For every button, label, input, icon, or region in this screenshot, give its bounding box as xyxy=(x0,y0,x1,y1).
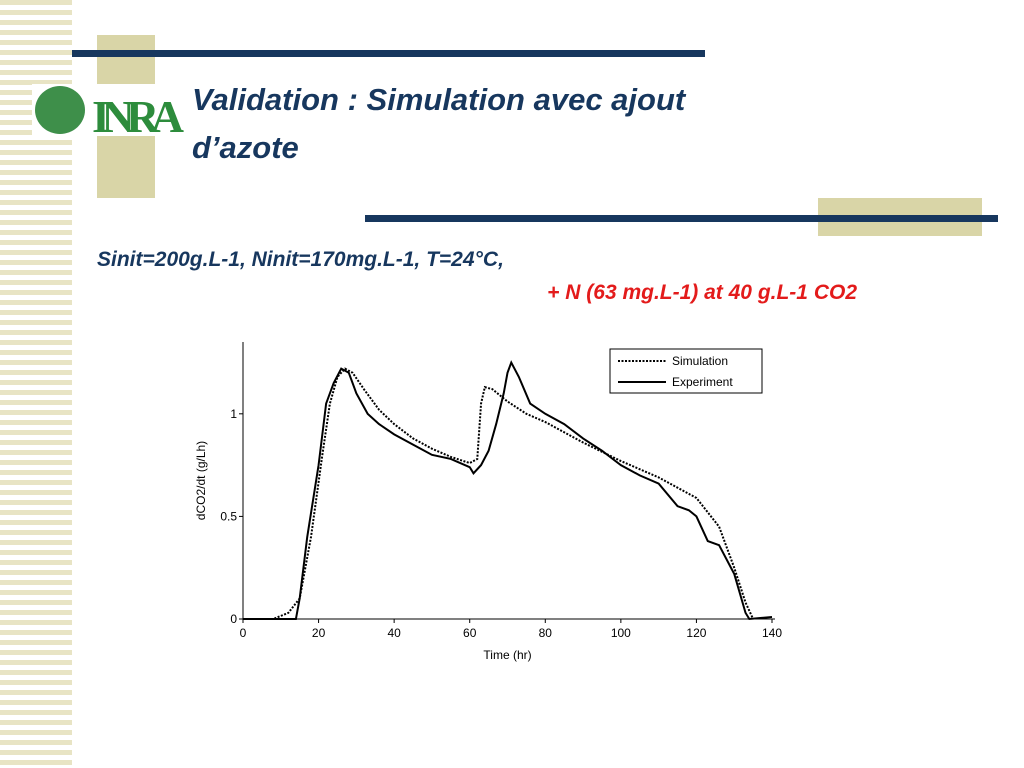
title: d’azote xyxy=(192,130,299,165)
conditions: Sinit=200g.L-1, Ninit=170mg.L-1, T=24°C, xyxy=(97,248,504,271)
deco-line xyxy=(72,50,705,57)
x-tick-label: 100 xyxy=(611,626,631,640)
x-tick-label: 80 xyxy=(539,626,553,640)
logo-text: INRA xyxy=(92,91,184,142)
legend-label: Experiment xyxy=(672,375,733,389)
y-axis-label: dCO2/dt (g/Lh) xyxy=(194,441,208,520)
series-line xyxy=(243,367,755,620)
chart: 0 0.5 1 0 20 40 60 80 100 120 140 Time (hr) dCO2/dt … xyxy=(194,342,782,662)
x-tick-label: 140 xyxy=(762,626,782,640)
x-tick-label: 20 xyxy=(312,626,326,640)
y-tick-label: 0 xyxy=(230,612,237,626)
x-tick-label: 40 xyxy=(387,626,401,640)
logo-emblem xyxy=(35,86,85,134)
x-tick-label: 120 xyxy=(686,626,706,640)
series-line xyxy=(243,360,773,621)
y-tick-label: 0.5 xyxy=(220,509,237,523)
title: Validation : Simulation avec ajout xyxy=(192,82,687,117)
x-tick-label: 60 xyxy=(463,626,477,640)
legend-box xyxy=(609,348,763,394)
y-tick-label: 1 xyxy=(230,407,237,421)
x-tick-label: 0 xyxy=(240,626,247,640)
legend-label: Simulation xyxy=(672,354,728,368)
x-axis-label: Time (hr) xyxy=(483,648,531,662)
deco-line xyxy=(365,215,998,222)
addition: + N (63 mg.L-1) at 40 g.L-1 CO2 xyxy=(547,281,857,304)
